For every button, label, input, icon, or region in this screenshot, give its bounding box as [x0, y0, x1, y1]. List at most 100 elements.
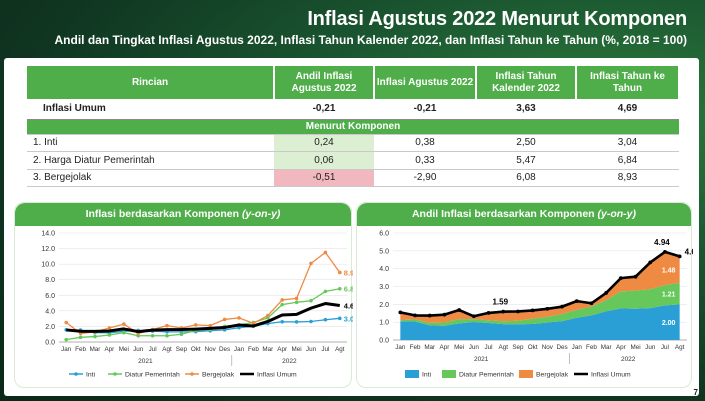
legend-marker [190, 372, 194, 376]
legend-marker [113, 372, 117, 376]
series-line [65, 251, 341, 335]
legend-swatch [519, 370, 533, 378]
legend-label: Inti [422, 372, 432, 379]
series-line [400, 250, 681, 318]
data-point [501, 309, 506, 314]
data-point [323, 250, 328, 255]
x-tick-label: Feb [586, 344, 597, 351]
x-tick-label: Jun [133, 346, 144, 353]
y-tick-label: 2.0 [45, 324, 55, 331]
x-tick-label: Sep [512, 344, 524, 351]
table-cell: -2,90 [374, 169, 476, 187]
x-tick-label: Jan [234, 346, 245, 353]
y-tick-label: 2.0 [379, 302, 389, 309]
table-cell: 5,47 [476, 151, 576, 170]
table-cell: 0,38 [374, 134, 476, 152]
data-point [309, 298, 313, 303]
page-number: 7 [693, 388, 698, 397]
x-tick-label: Jan [61, 346, 72, 353]
data-point [648, 260, 653, 265]
line-chart-title: Inflasi berdasarkan Komponen (y-on-y) [15, 203, 351, 226]
data-point [486, 310, 491, 315]
data-point [165, 323, 169, 328]
x-tick-label: Apr [277, 346, 287, 353]
y-tick-label: 3.0 [379, 284, 389, 291]
table-row-umum: Inflasi Umum -0,21 -0,21 3,63 4,69 [27, 99, 679, 120]
year-label: 2021 [138, 358, 153, 365]
legend-label: Diatur Pemerintah [459, 372, 514, 379]
y-tick-label: 14.0 [41, 231, 55, 238]
y-tick-label: 1.0 [379, 320, 389, 327]
x-tick-label: Feb [248, 346, 259, 353]
data-point [179, 332, 184, 337]
data-point [677, 254, 682, 259]
data-point [294, 296, 299, 301]
table-cell: 0,24 [274, 134, 374, 152]
x-tick-label: Jan [572, 344, 583, 351]
y-tick-label: 6.0 [45, 293, 55, 300]
data-point [516, 309, 520, 314]
end-value-label: 3.04 [344, 314, 353, 323]
table-header-row: Rincian Andil Inflasi Agustus 2022 Infla… [27, 66, 680, 99]
data-point [309, 319, 313, 324]
year-label: 2022 [621, 356, 636, 363]
table-row: 3. Bergejolak -0,51 -2,90 6,08 8,93 [27, 169, 679, 187]
data-point [64, 320, 68, 325]
data-point [93, 334, 97, 339]
data-point [280, 298, 285, 302]
x-tick-label: Jun [306, 346, 317, 353]
x-tick-label: Mei [454, 344, 464, 351]
x-tick-label: Jun [645, 344, 656, 351]
legend-label: Diatur Pemerintah [125, 372, 180, 379]
inflation-table: Rincian Andil Inflasi Agustus 2022 Infla… [27, 66, 680, 187]
x-tick-label: Nov [542, 344, 554, 351]
table-cell: 6,84 [576, 151, 679, 170]
data-point [560, 304, 564, 309]
x-tick-label: Mar [262, 346, 273, 353]
y-tick-label: 12.0 [41, 246, 55, 253]
data-point [165, 333, 169, 338]
x-tick-label: Jul [485, 344, 493, 351]
y-tick-label: 0.0 [379, 338, 389, 345]
data-point [280, 302, 285, 307]
x-tick-label: Feb [410, 344, 421, 351]
data-point [150, 333, 155, 338]
stack-value-label: 1.48 [662, 268, 676, 275]
legend-label: Bergejolak [536, 372, 569, 379]
x-tick-label: Okt [528, 344, 538, 351]
annotation-label: 1.59 [492, 298, 508, 307]
data-point [194, 323, 198, 327]
data-point [398, 310, 403, 315]
data-point [604, 291, 609, 295]
stack-value-label: 1.21 [662, 292, 676, 299]
table-cell: Inflasi Umum [27, 99, 274, 120]
x-tick-label: Apr [616, 344, 626, 351]
data-point [413, 313, 417, 318]
area-band [400, 304, 680, 340]
table-header: Inflasi Tahun Kalender 2022 [476, 66, 577, 99]
data-point [545, 306, 550, 311]
x-tick-label: Mei [630, 344, 640, 351]
y-tick-label: 8.0 [45, 277, 55, 284]
data-point [323, 317, 328, 322]
data-point [618, 276, 623, 281]
x-tick-label: Jul [321, 346, 329, 353]
table-row: 1. Inti 0,24 0,38 2,50 3,04 [27, 134, 679, 152]
y-tick-label: 4.0 [45, 308, 55, 315]
end-value-label: 8.93 [344, 268, 353, 277]
table-cell: 1. Inti [27, 134, 274, 152]
legend-label: Inflasi Umum [591, 372, 631, 379]
data-point [294, 300, 299, 305]
table-header: Andil Inflasi Agustus 2022 [274, 66, 375, 99]
series-line [66, 317, 340, 334]
x-tick-label: Jul [149, 346, 157, 353]
y-tick-label: 0.0 [45, 340, 55, 347]
data-point [471, 314, 476, 319]
table-row: 2. Harga Diatur Pemerintah 0,06 0,33 5,4… [27, 151, 679, 170]
table-cell: 0,06 [274, 151, 374, 170]
y-tick-label: 10.0 [41, 262, 55, 269]
legend-label: Inflasi Umum [257, 372, 297, 379]
data-point [309, 261, 313, 266]
table-header: Inflasi Agustus 2022 [374, 66, 477, 99]
